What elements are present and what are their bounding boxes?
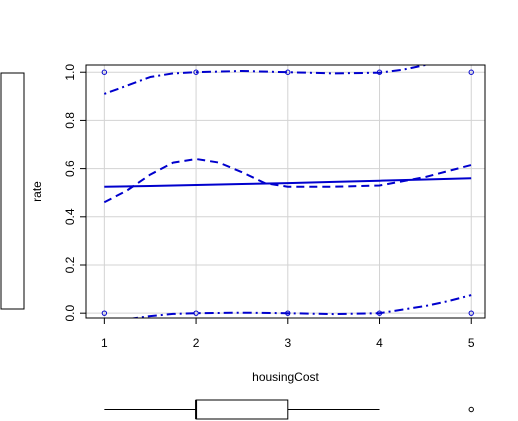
- plot-frame: [85, 64, 486, 319]
- x-axis: 1 2 3 4 5: [101, 318, 475, 350]
- observation-points: [101, 69, 474, 316]
- observation-point: [376, 310, 383, 316]
- boxplot-outlier: [468, 406, 474, 413]
- x-axis-title: housingCost: [252, 370, 319, 384]
- observation-point: [285, 69, 291, 75]
- y-tick-label: 1.0: [63, 64, 77, 81]
- x-tick-label: 4: [376, 336, 383, 350]
- x-tick-label: 2: [193, 336, 200, 350]
- y-tick-label: 0.6: [63, 160, 77, 177]
- x-tick-label: 1: [101, 336, 108, 350]
- x-tick-label: 3: [284, 336, 291, 350]
- observation-point: [468, 69, 474, 75]
- observation-point: [468, 310, 474, 316]
- observation-point: [285, 310, 291, 316]
- y-tick-label: 0.8: [63, 112, 77, 129]
- series-lines: [103, 65, 472, 318]
- observation-point: [101, 69, 108, 75]
- observation-point: [193, 310, 199, 316]
- series-line-2: [103, 158, 472, 204]
- observation-point: [101, 310, 108, 316]
- x-tick-label: 5: [468, 336, 475, 350]
- y-axis: 0.0 0.2 0.4 0.6 0.8 1.0: [63, 64, 86, 322]
- series-line-3: [103, 65, 429, 95]
- y-marginal-box: [0, 72, 25, 310]
- boxplot-box: [195, 399, 289, 420]
- series-line-1: [104, 177, 472, 188]
- observation-point: [193, 69, 199, 75]
- x-boxplot: [104, 399, 474, 420]
- observation-point: [376, 69, 383, 75]
- y-tick-label: 0.4: [63, 208, 77, 225]
- grid-lines: [86, 65, 485, 318]
- series-line-4: [128, 294, 472, 318]
- y-axis-title: rate: [30, 181, 44, 202]
- y-tick-label: 0.2: [63, 256, 77, 273]
- y-tick-label: 0.0: [63, 305, 77, 322]
